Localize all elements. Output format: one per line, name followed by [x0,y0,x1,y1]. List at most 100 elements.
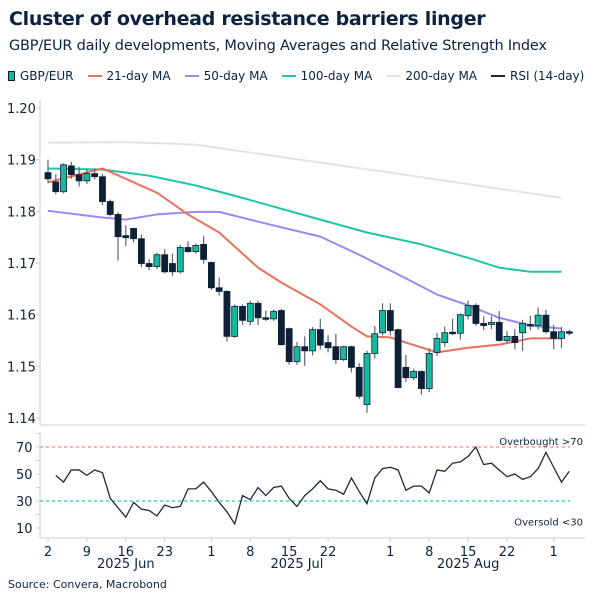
legend-item: 200-day MA [386,69,477,83]
rsi-y-tick-label: 10 [16,522,33,537]
candle [480,316,488,331]
candle [122,225,130,246]
candle [44,159,52,183]
candle [130,227,137,243]
candle [52,174,60,195]
candle [449,318,456,336]
candle-body [348,346,355,368]
candle [215,277,223,296]
candle-body [114,214,122,238]
candle-body [106,201,114,215]
x-tick-label: 9 [83,545,91,560]
candle-body [410,371,418,379]
candle [67,161,75,179]
candle [550,325,558,350]
candle [519,319,526,351]
candle-body [456,314,464,334]
source-note: Source: Convera, Macrobond [8,578,167,591]
candle-body [542,314,550,333]
y-tick-label: 1.19 [7,154,36,169]
month-label: 2025 Jun [97,557,155,572]
candle [169,253,176,276]
candle [558,327,565,349]
candle [456,313,464,340]
candle [472,303,480,327]
candle-body [386,310,394,332]
candle-body [488,322,495,325]
candle-body [433,338,441,353]
candle [254,300,262,325]
candle-body [309,329,316,352]
x-tick-label: 15 [460,545,477,560]
candle [332,333,340,364]
line-swatch-icon [87,75,102,77]
candle-body [91,173,99,178]
candle-body [246,302,254,322]
candle-body [550,331,558,339]
line-swatch-icon [184,75,199,77]
candle [441,326,449,347]
candle [371,326,379,359]
line-swatch-icon [281,75,296,77]
month-label: 2025 Aug [437,557,500,572]
candle [246,300,254,325]
candle-body [145,263,153,268]
candle [99,173,106,206]
candle [526,315,534,331]
candle-body [262,317,270,320]
candle-body [565,331,573,334]
candle-body [394,329,402,388]
x-tick-label: 8 [246,545,254,560]
candle [495,311,503,342]
candle-body [472,304,480,324]
candle-body [67,165,75,176]
rsi-threshold-label: Oversold <30 [514,517,583,528]
200-day-ma-line [47,141,562,199]
legend-item: GBP/EUR [8,69,74,83]
candle [176,244,184,274]
candle [145,259,153,271]
candle [363,350,371,413]
candle-body [511,335,519,343]
candle-body [277,310,285,346]
candle-body [270,311,278,320]
candle [433,332,441,356]
rsi-y-tick-label: 50 [16,468,33,483]
candle [60,163,67,194]
candle-body [449,331,456,335]
candle-body [503,335,511,341]
candle-body [519,323,526,334]
candle-body [558,331,565,339]
candle [386,303,394,336]
candle-body [122,235,130,239]
candle-body [130,227,137,240]
candle-body [495,322,503,341]
candle-body [44,172,52,180]
candle-body [402,366,410,379]
legend-item: 21-day MA [87,69,171,83]
candle [316,318,324,350]
candle-body [207,262,215,289]
candle [277,308,285,346]
candle-body [379,310,386,334]
candle [488,316,495,330]
candle [153,252,161,270]
rsi-threshold-label: Overbought >70 [499,437,583,448]
candle [309,327,316,356]
candle-body [161,254,169,273]
candle [464,300,472,320]
chart-subtitle: GBP/EUR daily developments, Moving Avera… [9,38,547,54]
x-tick-label: 2 [44,545,52,560]
candle-body [316,329,324,346]
candle [231,304,239,338]
candle [200,236,208,264]
line-swatch-icon [491,75,506,77]
100-day-ma-line [47,167,562,273]
candle-body [254,302,262,319]
candle [137,234,145,268]
candle [75,166,83,187]
candle-body [192,245,200,253]
legend-label: 100-day MA [300,69,373,83]
candle-body [340,346,348,361]
candle-body [184,247,192,253]
